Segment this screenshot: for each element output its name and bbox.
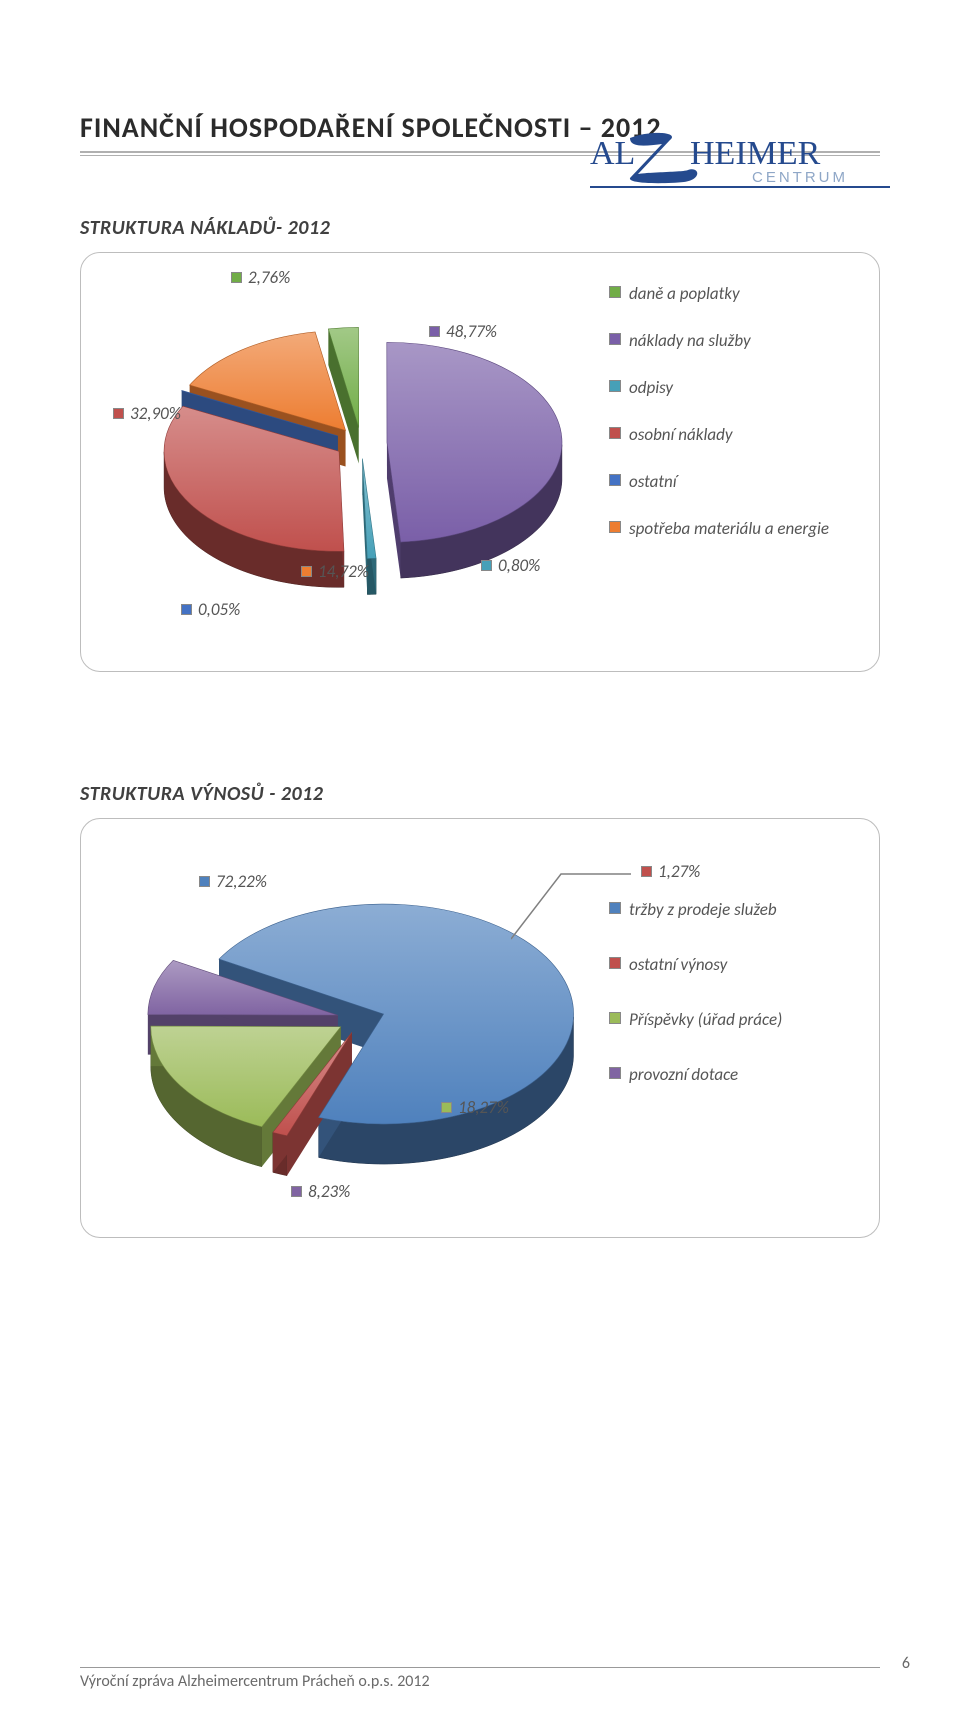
legend-swatch	[113, 408, 124, 419]
legend-label: odpisy	[629, 377, 673, 398]
logo-z	[630, 133, 697, 183]
legend-swatch	[301, 566, 312, 577]
legend-swatch	[291, 1186, 302, 1197]
legend-swatch	[181, 604, 192, 615]
legend-swatch	[609, 474, 621, 486]
legend-label: ostatní výnosy	[629, 954, 727, 975]
legend-swatch	[609, 333, 621, 345]
legend-swatch	[429, 326, 440, 337]
page-number: 6	[902, 1654, 910, 1673]
logo-subtitle: CENTRUM	[752, 169, 848, 186]
legend-swatch	[609, 1012, 621, 1024]
legend-swatch	[609, 1067, 621, 1079]
costs-pct-osobni: 32,90%	[113, 403, 181, 424]
pct-text: 72,22%	[216, 871, 267, 892]
revenues-section-title: STRUKTURA VÝNOSŮ - 2012	[80, 782, 880, 806]
legend-item: náklady na služby	[609, 330, 849, 351]
costs-chart-frame: daně a poplatky náklady na služby odpisy os…	[80, 252, 880, 672]
revenues-chart-frame: tržby z prodeje služebostatní výnosyPřís…	[80, 818, 880, 1238]
costs-pct-dane: 2,76%	[231, 267, 290, 288]
legend-item: odpisy	[609, 377, 849, 398]
footer-rule	[80, 1667, 880, 1668]
costs-section-title: STRUKTURA NÁKLADŮ- 2012	[80, 216, 880, 240]
pct-text: 1,27%	[658, 861, 700, 882]
costs-pct-sluzby: 48,77%	[429, 321, 497, 342]
footer: Výroční zpráva Alzheimercentrum Prácheň …	[80, 1667, 880, 1691]
rev-pct-prispevky: 18,27%	[441, 1097, 509, 1118]
legend-item: Příspěvky (úřad práce)	[609, 1009, 849, 1030]
pct-text: 0,05%	[198, 599, 240, 620]
legend-swatch	[609, 957, 621, 969]
legend-item: daně a poplatky	[609, 283, 849, 304]
legend-swatch	[641, 866, 652, 877]
legend-label: ostatní	[629, 471, 677, 492]
logo: AL HEIMER CENTRUM	[590, 130, 910, 190]
legend-label: spotřeba materiálu a energie	[629, 518, 829, 539]
legend-item: osobní náklady	[609, 424, 849, 445]
rev-pct-trzby: 72,22%	[199, 871, 267, 892]
costs-legend: daně a poplatky náklady na služby odpisy os…	[609, 283, 849, 539]
rev-pct-dotace: 8,23%	[291, 1181, 350, 1202]
legend-item: spotřeba materiálu a energie	[609, 518, 849, 539]
legend-item: ostatní	[609, 471, 849, 492]
legend-item: provozní dotace	[609, 1064, 849, 1085]
legend-swatch	[441, 1102, 452, 1113]
legend-label: osobní náklady	[629, 424, 733, 445]
footer-text: Výroční zpráva Alzheimercentrum Prácheň …	[80, 1672, 880, 1691]
costs-pct-odpisy: 0,80%	[481, 555, 540, 576]
legend-swatch	[609, 380, 621, 392]
pct-text: 8,23%	[308, 1181, 350, 1202]
pct-text: 32,90%	[130, 403, 181, 424]
legend-swatch	[199, 876, 210, 887]
pct-text: 48,77%	[446, 321, 497, 342]
pct-text: 14,72%	[318, 561, 369, 582]
costs-pct-ostatni: 0,05%	[181, 599, 240, 620]
legend-swatch	[609, 521, 621, 533]
costs-pie-chart	[101, 273, 621, 653]
pct-text: 18,27%	[458, 1097, 509, 1118]
logo-heimer: HEIMER	[690, 135, 821, 172]
leader-line	[511, 869, 661, 949]
legend-label: daně a poplatky	[629, 283, 740, 304]
legend-label: náklady na služby	[629, 330, 751, 351]
legend-swatch	[231, 272, 242, 283]
legend-label: Příspěvky (úřad práce)	[629, 1009, 782, 1030]
pct-text: 2,76%	[248, 267, 290, 288]
legend-swatch	[481, 560, 492, 571]
legend-item: ostatní výnosy	[609, 954, 849, 975]
logo-al: AL	[590, 135, 635, 172]
rev-pct-ost: 1,27%	[641, 861, 700, 882]
legend-swatch	[609, 286, 621, 298]
legend-label: provozní dotace	[629, 1064, 738, 1085]
legend-swatch	[609, 427, 621, 439]
pct-text: 0,80%	[498, 555, 540, 576]
costs-pct-material: 14,72%	[301, 561, 369, 582]
